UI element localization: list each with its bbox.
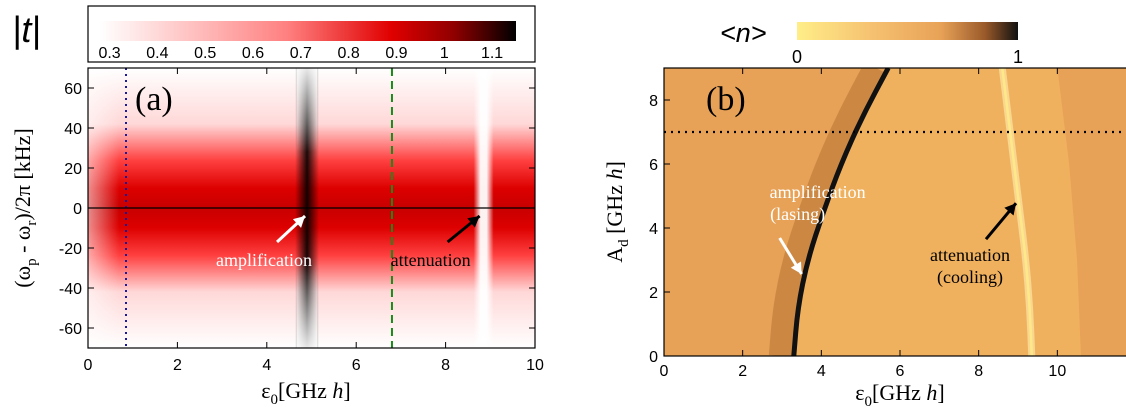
- panel-a-reference-lines: [88, 68, 535, 348]
- colorbar-b-label: <n>: [720, 18, 767, 48]
- x-tick-label: 10: [526, 357, 544, 374]
- y-tick-label: 0: [649, 349, 658, 366]
- colorbar-a-tick-label: 0.8: [338, 45, 360, 62]
- y-tick-label: 60: [64, 81, 82, 98]
- attenuation-arrow-head: [467, 216, 480, 228]
- panel-a-ticks: 0 2 4 6 8 10 -60 -40 -20 0 20 40 60: [59, 68, 544, 374]
- lasing-label-line1: amplification: [770, 182, 866, 202]
- panel-b-ylabel: Ad [GHz h]: [602, 161, 632, 263]
- cooling-arrow-head: [1004, 203, 1016, 216]
- lasing-arrow-head: [790, 261, 802, 274]
- cooling-label-line1: attenuation: [930, 245, 1010, 265]
- cooling-line: [1001, 68, 1034, 356]
- panel-a-heatmap: [88, 68, 535, 348]
- colorbar-a-tick-label: 0.9: [385, 45, 407, 62]
- y-tick-label: 8: [649, 93, 658, 110]
- colorbar-a-tick-label: 0.7: [290, 45, 312, 62]
- amplification-label: amplification: [216, 250, 312, 270]
- panel-b-heatmap: [664, 68, 1126, 356]
- y-tick-label: -40: [59, 281, 82, 298]
- x-tick-label: 2: [173, 357, 182, 374]
- panel-b-xlabel: ε0[GHz h]: [855, 380, 944, 407]
- colorbar-a-tick-label: 0.3: [98, 45, 120, 62]
- x-tick-label: 4: [817, 363, 826, 380]
- colorbar-a-tick-label: 0.6: [242, 45, 264, 62]
- y-tick-label: 20: [64, 161, 82, 178]
- y-tick-label: 2: [649, 285, 658, 302]
- colorbar-a-tick-label: 0.5: [194, 45, 216, 62]
- panel-a-ylabel: (ωp - ωr)/2π [kHz]: [10, 128, 40, 287]
- attenuation-label: attenuation: [391, 250, 471, 270]
- lasing-boundary: [791, 68, 891, 356]
- colorbar-a-ticks: 0.3 0.4 0.5 0.6 0.7 0.8 0.9 1 1.1: [98, 45, 503, 62]
- x-tick-label: 10: [1048, 363, 1066, 380]
- panel-a: 0 2 4 6 8 10 -60 -40 -20 0 20 40 60 (a) amplificatio…: [10, 67, 544, 407]
- amplification-arrow-head: [292, 216, 306, 228]
- x-tick-label: 6: [896, 363, 905, 380]
- y-tick-label: 0: [73, 201, 82, 218]
- x-tick-label: 4: [262, 357, 271, 374]
- x-tick-label: 0: [660, 363, 669, 380]
- x-tick-label: 0: [84, 357, 93, 374]
- colorbar-b-tick-label: 0: [792, 47, 802, 67]
- colorbar-b-gradient: [797, 22, 1018, 40]
- colorbar-a-label: |t|: [12, 9, 41, 50]
- colorbar-a-tick-label: 1: [440, 45, 449, 62]
- x-tick-label: 6: [352, 357, 361, 374]
- y-tick-label: -20: [59, 241, 82, 258]
- panel-b: 02468101202468 (b) amplification(lasing)…: [602, 67, 1126, 407]
- x-tick-label: 8: [441, 357, 450, 374]
- panel-b-ticks: 02468101202468: [649, 68, 1066, 380]
- panel-b-annotations: amplification(lasing) attenuation(cooling…: [770, 182, 1018, 288]
- panel-a-annotations: amplification attenuation: [216, 214, 481, 270]
- colorbar-a: |t| 0.3 0.4 0.5 0.6 0.7 0.8 0.9 1 1.1: [12, 5, 536, 63]
- panel-a-xlabel: ε0[GHz h]: [261, 378, 350, 407]
- colorbar-b-tick-label: 1: [1013, 47, 1023, 67]
- colorbar-a-tick-label: 1.1: [481, 45, 503, 62]
- colorbar-a-tick-label: 0.4: [146, 45, 168, 62]
- lasing-shadow-band: [768, 68, 888, 356]
- x-tick-label: 2: [738, 363, 747, 380]
- y-tick-label: 4: [649, 221, 658, 238]
- colorbar-a-gradient: [100, 21, 516, 41]
- y-tick-label: 6: [649, 157, 658, 174]
- cooling-label-line2: (cooling): [937, 267, 1003, 288]
- x-tick-label: 8: [974, 363, 983, 380]
- panel-b-label: (b): [706, 81, 746, 118]
- lasing-label-line2: (lasing): [770, 204, 825, 225]
- y-tick-label: -60: [59, 321, 82, 338]
- y-tick-label: 40: [64, 121, 82, 138]
- panel-a-label: (a): [135, 81, 173, 118]
